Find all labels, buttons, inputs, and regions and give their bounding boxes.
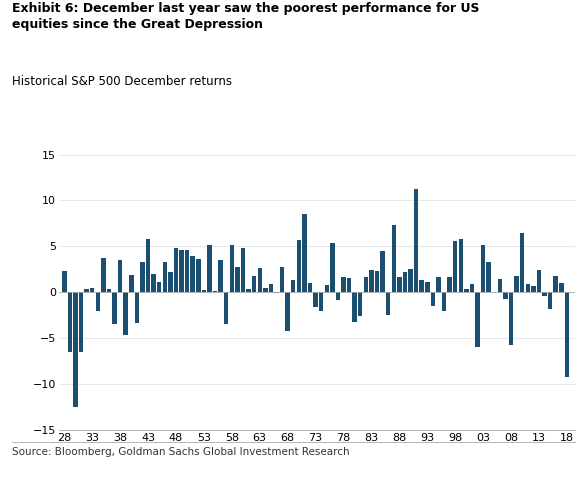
Bar (90, 287, 95, 292)
Bar (397, 277, 402, 292)
Bar (202, 290, 206, 292)
Bar (347, 278, 352, 292)
Bar (213, 291, 217, 292)
Text: Source: Bloomberg, Goldman Sachs Global Investment Research: Source: Bloomberg, Goldman Sachs Global … (12, 447, 349, 457)
Bar (509, 292, 513, 345)
Bar (302, 214, 306, 292)
Bar (436, 277, 441, 292)
Bar (218, 260, 223, 292)
Bar (252, 276, 257, 292)
Bar (386, 292, 390, 315)
Bar (358, 292, 363, 316)
Bar (447, 277, 452, 292)
Bar (319, 292, 323, 311)
Bar (185, 250, 190, 292)
Bar (134, 292, 139, 324)
Bar (258, 269, 262, 292)
Bar (68, 292, 72, 352)
Bar (425, 282, 430, 292)
Bar (369, 270, 374, 292)
Bar (269, 284, 273, 292)
Bar (453, 241, 457, 292)
Bar (325, 285, 329, 292)
Bar (414, 189, 419, 292)
Bar (380, 251, 385, 292)
Bar (129, 275, 133, 292)
Bar (565, 292, 569, 377)
Bar (79, 292, 83, 352)
Bar (230, 245, 234, 292)
Bar (363, 277, 368, 292)
Bar (392, 225, 396, 292)
Bar (503, 292, 508, 298)
Bar (247, 288, 251, 292)
Bar (464, 288, 468, 292)
Bar (537, 270, 541, 292)
Bar (481, 245, 485, 292)
Bar (514, 276, 519, 292)
Bar (554, 276, 558, 292)
Text: Historical S&P 500 December returns: Historical S&P 500 December returns (12, 75, 232, 88)
Bar (112, 292, 117, 325)
Bar (280, 268, 284, 292)
Bar (96, 292, 100, 311)
Bar (375, 271, 379, 292)
Bar (409, 270, 413, 292)
Text: Exhibit 6: December last year saw the poorest performance for US
equities since : Exhibit 6: December last year saw the po… (12, 2, 479, 31)
Bar (308, 283, 312, 292)
Bar (263, 287, 268, 292)
Bar (235, 268, 239, 292)
Bar (296, 240, 301, 292)
Bar (520, 232, 524, 292)
Bar (285, 292, 290, 331)
Bar (118, 260, 122, 292)
Bar (475, 292, 480, 347)
Bar (146, 239, 150, 292)
Bar (542, 292, 546, 296)
Bar (442, 292, 446, 311)
Bar (168, 272, 173, 292)
Bar (403, 272, 407, 292)
Bar (196, 259, 201, 292)
Bar (191, 256, 195, 292)
Bar (62, 271, 66, 292)
Bar (179, 250, 184, 292)
Bar (330, 242, 335, 292)
Bar (470, 284, 474, 292)
Bar (531, 286, 535, 292)
Bar (101, 258, 106, 292)
Bar (157, 282, 161, 292)
Bar (431, 292, 435, 306)
Bar (123, 292, 128, 335)
Bar (107, 289, 111, 292)
Bar (151, 274, 156, 292)
Bar (498, 279, 502, 292)
Bar (73, 292, 77, 407)
Bar (458, 239, 463, 292)
Bar (163, 262, 167, 292)
Bar (559, 283, 564, 292)
Bar (525, 284, 530, 292)
Bar (224, 292, 228, 325)
Bar (341, 277, 346, 292)
Bar (336, 292, 340, 299)
Bar (487, 262, 491, 292)
Bar (85, 288, 89, 292)
Bar (420, 280, 424, 292)
Bar (241, 248, 245, 292)
Bar (174, 248, 178, 292)
Bar (352, 292, 357, 323)
Bar (291, 280, 295, 292)
Bar (548, 292, 552, 309)
Bar (207, 245, 212, 292)
Bar (274, 292, 279, 293)
Bar (313, 292, 318, 307)
Bar (140, 262, 145, 292)
